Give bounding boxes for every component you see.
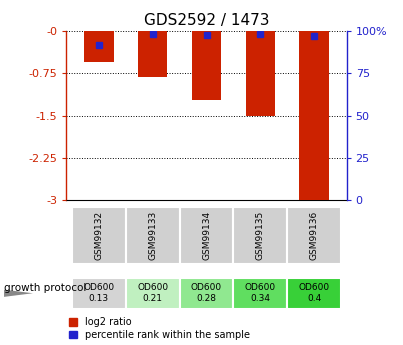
Bar bbox=[126, 278, 180, 309]
Title: GDS2592 / 1473: GDS2592 / 1473 bbox=[144, 13, 269, 29]
Bar bbox=[299, 31, 329, 200]
Text: OD600
0.13: OD600 0.13 bbox=[83, 283, 114, 303]
Bar bbox=[233, 207, 287, 264]
Bar bbox=[192, 31, 221, 100]
Bar bbox=[287, 207, 341, 264]
Bar bbox=[180, 278, 233, 309]
Bar bbox=[126, 207, 180, 264]
Text: OD600
0.21: OD600 0.21 bbox=[137, 283, 168, 303]
Text: OD600
0.34: OD600 0.34 bbox=[245, 283, 276, 303]
Bar bbox=[84, 31, 114, 62]
Text: GSM99134: GSM99134 bbox=[202, 211, 211, 260]
Bar bbox=[138, 31, 168, 77]
Legend: log2 ratio, percentile rank within the sample: log2 ratio, percentile rank within the s… bbox=[69, 317, 250, 340]
Bar bbox=[84, 31, 114, 62]
Bar bbox=[72, 207, 126, 264]
Bar bbox=[192, 31, 221, 100]
Bar bbox=[138, 31, 168, 77]
Polygon shape bbox=[4, 290, 33, 297]
Text: GSM99136: GSM99136 bbox=[310, 211, 319, 260]
Bar bbox=[233, 278, 287, 309]
Bar bbox=[299, 31, 329, 200]
Text: GSM99133: GSM99133 bbox=[148, 211, 157, 260]
Bar bbox=[180, 207, 233, 264]
Bar bbox=[287, 278, 341, 309]
Bar bbox=[72, 278, 126, 309]
Text: growth protocol: growth protocol bbox=[4, 283, 86, 293]
Text: OD600
0.4: OD600 0.4 bbox=[299, 283, 330, 303]
Bar bbox=[245, 31, 275, 116]
Bar bbox=[245, 31, 275, 116]
Text: OD600
0.28: OD600 0.28 bbox=[191, 283, 222, 303]
Text: GSM99135: GSM99135 bbox=[256, 211, 265, 260]
Text: GSM99132: GSM99132 bbox=[94, 211, 103, 260]
